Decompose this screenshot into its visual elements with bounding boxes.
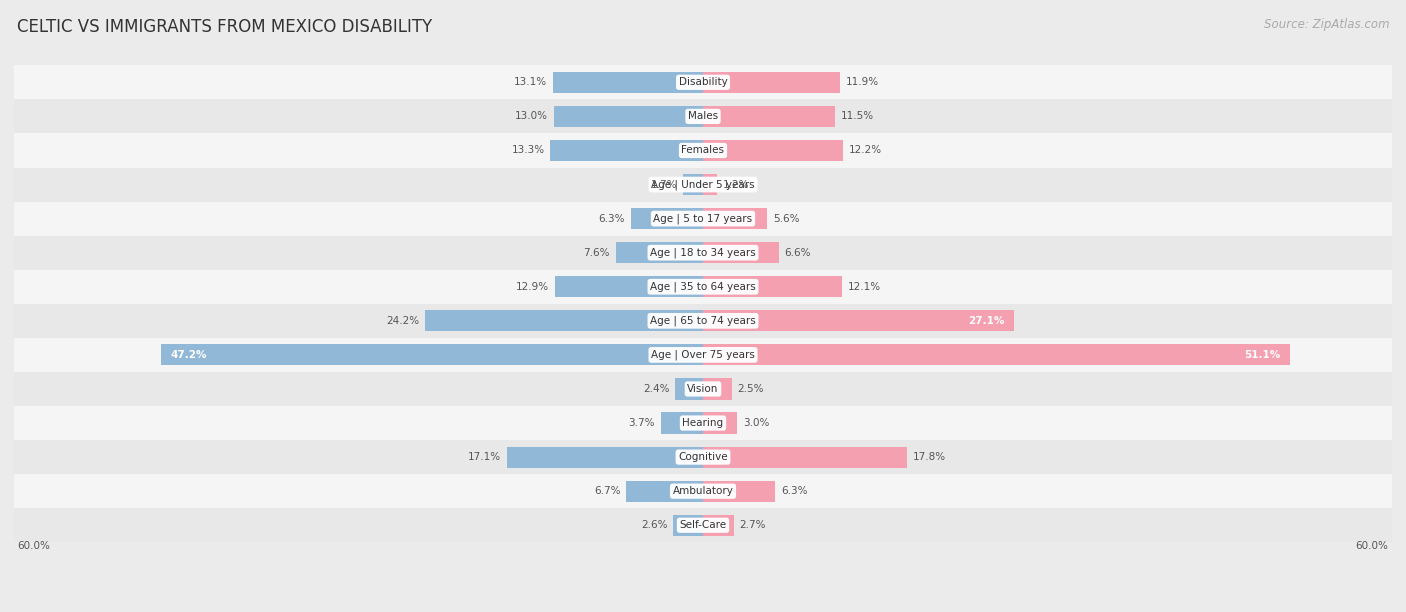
Bar <box>14 474 1392 508</box>
Bar <box>703 72 839 93</box>
Bar <box>626 480 703 502</box>
Bar <box>703 480 775 502</box>
Bar <box>554 106 703 127</box>
Text: Males: Males <box>688 111 718 121</box>
Bar <box>703 174 717 195</box>
Bar <box>14 372 1392 406</box>
Text: 13.3%: 13.3% <box>512 146 544 155</box>
Bar <box>683 174 703 195</box>
Text: 6.7%: 6.7% <box>593 486 620 496</box>
Text: 12.1%: 12.1% <box>848 282 880 292</box>
Bar <box>425 310 703 331</box>
Bar <box>14 65 1392 99</box>
Text: Cognitive: Cognitive <box>678 452 728 462</box>
Text: 11.5%: 11.5% <box>841 111 875 121</box>
Text: Self-Care: Self-Care <box>679 520 727 530</box>
Text: 2.6%: 2.6% <box>641 520 668 530</box>
Bar <box>703 378 731 400</box>
Bar <box>14 201 1392 236</box>
Bar <box>675 378 703 400</box>
Text: Age | 5 to 17 years: Age | 5 to 17 years <box>654 214 752 224</box>
Text: Age | 18 to 34 years: Age | 18 to 34 years <box>650 247 756 258</box>
Bar <box>703 276 842 297</box>
Text: 1.7%: 1.7% <box>651 179 678 190</box>
Bar <box>14 270 1392 304</box>
Text: 24.2%: 24.2% <box>387 316 419 326</box>
Bar <box>14 304 1392 338</box>
Bar <box>631 208 703 229</box>
Bar <box>661 412 703 433</box>
Text: Age | Over 75 years: Age | Over 75 years <box>651 349 755 360</box>
Text: 12.2%: 12.2% <box>849 146 882 155</box>
Text: 60.0%: 60.0% <box>17 542 51 551</box>
Bar <box>14 338 1392 372</box>
Text: 17.1%: 17.1% <box>468 452 501 462</box>
Bar <box>553 72 703 93</box>
Text: 47.2%: 47.2% <box>170 350 207 360</box>
Text: 5.6%: 5.6% <box>773 214 800 223</box>
Text: Age | 35 to 64 years: Age | 35 to 64 years <box>650 282 756 292</box>
Text: 6.3%: 6.3% <box>599 214 624 223</box>
Text: 12.9%: 12.9% <box>516 282 550 292</box>
Bar <box>616 242 703 263</box>
Text: 3.0%: 3.0% <box>744 418 769 428</box>
Text: Age | Under 5 years: Age | Under 5 years <box>651 179 755 190</box>
Bar <box>14 508 1392 542</box>
Text: 2.7%: 2.7% <box>740 520 766 530</box>
Text: 13.1%: 13.1% <box>513 77 547 88</box>
Bar <box>703 140 844 161</box>
Bar <box>703 412 738 433</box>
Text: 27.1%: 27.1% <box>969 316 1005 326</box>
Bar <box>14 99 1392 133</box>
Bar <box>703 106 835 127</box>
Text: 3.7%: 3.7% <box>628 418 655 428</box>
Text: 13.0%: 13.0% <box>515 111 548 121</box>
Text: 1.2%: 1.2% <box>723 179 749 190</box>
Bar <box>703 208 768 229</box>
Text: 17.8%: 17.8% <box>912 452 946 462</box>
Bar <box>703 345 1289 365</box>
Text: CELTIC VS IMMIGRANTS FROM MEXICO DISABILITY: CELTIC VS IMMIGRANTS FROM MEXICO DISABIL… <box>17 18 432 36</box>
Text: Disability: Disability <box>679 77 727 88</box>
Text: Ambulatory: Ambulatory <box>672 486 734 496</box>
Text: 7.6%: 7.6% <box>583 248 610 258</box>
Text: 6.3%: 6.3% <box>782 486 807 496</box>
Text: Age | 65 to 74 years: Age | 65 to 74 years <box>650 316 756 326</box>
Bar <box>550 140 703 161</box>
Bar <box>506 447 703 468</box>
Bar <box>555 276 703 297</box>
Bar <box>703 242 779 263</box>
Text: Hearing: Hearing <box>682 418 724 428</box>
Bar <box>14 440 1392 474</box>
Text: 60.0%: 60.0% <box>1355 542 1389 551</box>
Bar <box>162 345 703 365</box>
Bar <box>14 236 1392 270</box>
Bar <box>703 310 1014 331</box>
Text: 6.6%: 6.6% <box>785 248 811 258</box>
Text: 2.5%: 2.5% <box>738 384 763 394</box>
Text: Vision: Vision <box>688 384 718 394</box>
Text: Source: ZipAtlas.com: Source: ZipAtlas.com <box>1264 18 1389 31</box>
Text: 2.4%: 2.4% <box>643 384 669 394</box>
Text: 11.9%: 11.9% <box>845 77 879 88</box>
Bar <box>14 168 1392 201</box>
Text: Females: Females <box>682 146 724 155</box>
Bar <box>14 406 1392 440</box>
Text: 51.1%: 51.1% <box>1244 350 1281 360</box>
Bar <box>703 447 907 468</box>
Bar <box>673 515 703 536</box>
Bar <box>703 515 734 536</box>
Bar <box>14 133 1392 168</box>
